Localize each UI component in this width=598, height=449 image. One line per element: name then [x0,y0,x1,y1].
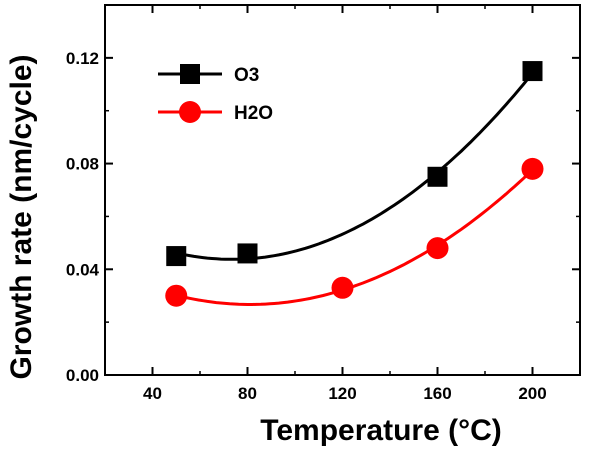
legend-label: H2O [234,103,273,124]
series-line-1 [175,168,534,306]
legend-label: O3 [234,65,259,86]
legend-marker-circle [179,101,201,123]
y-tick-label: 0.04 [66,260,100,279]
x-tick-label: 80 [238,384,257,403]
data-point-square [166,246,187,267]
y-tick-label: 0.00 [66,366,99,385]
data-point-square [237,243,258,264]
x-tick-label: 160 [423,384,451,403]
axis-ticks: 40 80 120 160 200 0.00 0.04 0.08 0.12 [66,5,580,403]
data-point-square [427,166,448,187]
series-line-0 [175,72,534,261]
x-tick-label: 40 [143,384,162,403]
x-tick-label: 200 [518,384,546,403]
x-axis-title: Temperature (°C) [260,414,501,447]
data-point-circle [165,284,188,307]
legend: O3 H2O [158,64,273,124]
data-point-circle [426,237,449,260]
data-point-circle [521,157,544,180]
x-tick-label: 120 [328,384,356,403]
data-point-circle [331,276,354,299]
y-tick-label: 0.08 [66,155,99,174]
fit-curves [175,72,534,306]
data-point-square [522,61,543,82]
y-tick-label: 0.12 [66,49,99,68]
legend-marker-square [180,64,200,84]
y-axis-title: Growth rate (nm/cycle) [5,54,38,379]
data-markers [165,61,544,307]
